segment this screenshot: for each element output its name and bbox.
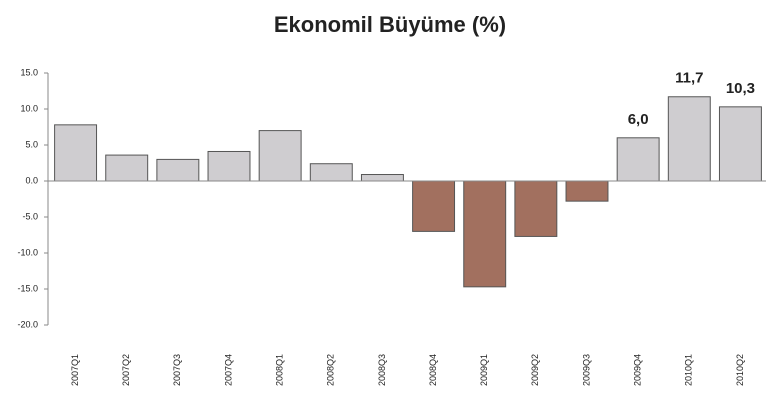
chart-title: Ekonomil Büyüme (%): [274, 12, 506, 37]
value-label: 11,7: [675, 70, 703, 87]
y-tick-label: 5.0: [25, 139, 38, 149]
bar: [412, 180, 456, 232]
bar: [360, 174, 404, 182]
x-tick-label: 2007Q3: [172, 354, 182, 386]
x-tick-label: 2009Q1: [479, 354, 489, 386]
value-label: 6,0: [628, 111, 649, 128]
bar: [718, 106, 762, 182]
bar: [54, 124, 98, 182]
value-label: 10,3: [726, 80, 755, 97]
x-tick-label: 2007Q2: [121, 354, 131, 386]
x-tick-label: 2009Q2: [530, 354, 540, 386]
x-tick-label: 2008Q4: [428, 354, 438, 386]
y-tick-label: -20.0: [17, 319, 38, 329]
bar: [667, 96, 711, 182]
bar: [616, 137, 660, 182]
bar: [156, 158, 200, 182]
y-tick-label: -5.0: [22, 211, 38, 221]
bar: [207, 150, 251, 182]
y-tick-label: -10.0: [17, 247, 38, 257]
x-tick-label: 2008Q3: [377, 354, 387, 386]
y-tick-label: 15.0: [20, 67, 38, 77]
x-tick-label: 2008Q2: [326, 354, 336, 386]
bar: [463, 180, 507, 288]
bar: [514, 180, 558, 237]
x-tick-label: 2007Q1: [70, 354, 80, 386]
bar: [309, 163, 353, 182]
y-tick-label: -15.0: [17, 283, 38, 293]
x-tick-label: 2010Q2: [735, 354, 745, 386]
x-tick-label: 2009Q4: [633, 354, 643, 386]
x-tick-label: 2009Q3: [581, 354, 591, 386]
x-tick-label: 2007Q4: [223, 354, 233, 386]
y-tick-label: 10.0: [20, 103, 38, 113]
bar: [258, 130, 302, 182]
bar: [105, 154, 149, 182]
x-tick-label: 2010Q1: [684, 354, 694, 386]
y-tick-label: 0.0: [25, 175, 38, 185]
bar: [565, 180, 609, 202]
x-tick-label: 2008Q1: [275, 354, 285, 386]
